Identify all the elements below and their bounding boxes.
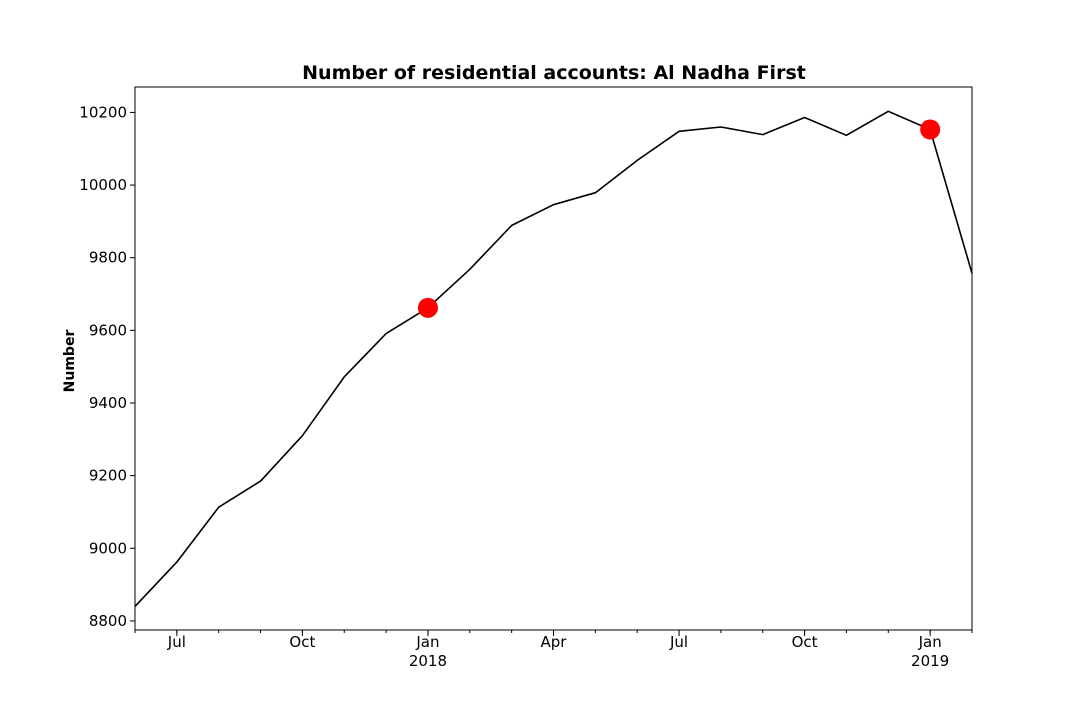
plot-frame: [134, 86, 973, 631]
series-line: [134, 110, 973, 607]
highlight-marker: [920, 119, 941, 140]
y-tick-label: 9800: [89, 249, 127, 267]
x-tick-label: Apr: [541, 633, 568, 651]
y-axis-label: Number: [62, 330, 78, 393]
y-tick-label: 10200: [79, 103, 127, 121]
x-tick-year-label: 2018: [409, 652, 447, 670]
y-tick-label: 9000: [89, 539, 127, 557]
series-layer: [134, 110, 973, 607]
marker-layer: [417, 119, 941, 318]
y-tick-label: 8800: [89, 612, 127, 630]
x-tick-label: Jan: [918, 633, 942, 651]
x-tick-label: Jan: [415, 633, 439, 651]
chart-title: Number of residential accounts: Al Nadha…: [302, 62, 806, 84]
y-axis: 8800 9000 9200 9400 9600 9800 10000 10200: [79, 103, 135, 630]
y-tick-label: 9200: [89, 467, 127, 485]
x-tick-year-label: 2019: [911, 652, 949, 670]
y-tick-label: 10000: [79, 176, 127, 194]
x-tick-label: Oct: [289, 633, 315, 651]
x-tick-label: Jul: [669, 633, 688, 651]
x-tick-label: Oct: [792, 633, 818, 651]
highlight-marker: [417, 297, 438, 318]
y-tick-label: 9600: [89, 321, 127, 339]
y-tick-label: 9400: [89, 394, 127, 412]
x-tick-label: Jul: [167, 633, 186, 651]
